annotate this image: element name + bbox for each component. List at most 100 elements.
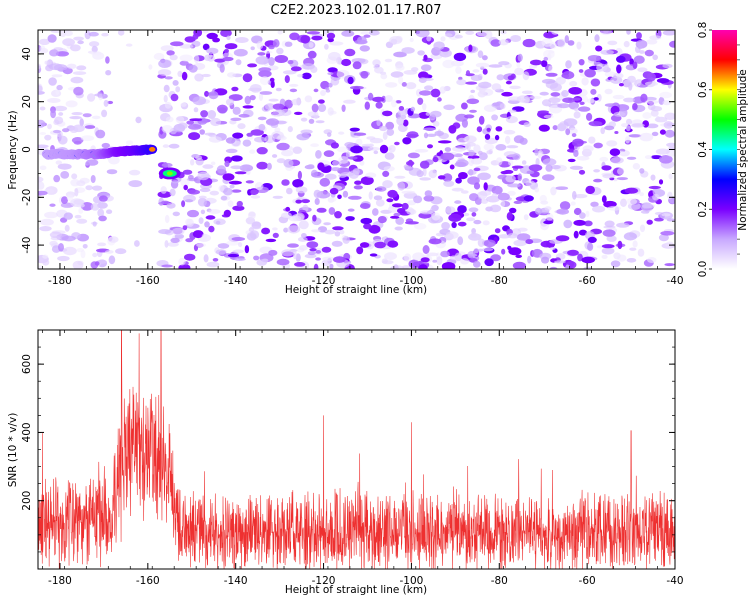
heatmap-cell — [51, 74, 63, 78]
heatmap-cell — [395, 64, 405, 71]
heatmap-cell — [272, 39, 280, 48]
heatmap-cell — [583, 266, 593, 269]
heatmap-cell — [242, 139, 252, 147]
heatmap-cell — [276, 142, 290, 151]
heatmap-cell — [234, 257, 246, 261]
heatmap-cell — [249, 230, 260, 240]
heatmap-cell — [668, 173, 673, 180]
heatmap-cell — [417, 97, 424, 106]
heatmap-cell — [223, 209, 232, 217]
heatmap-cell — [498, 39, 509, 46]
heatmap-cell — [342, 235, 350, 244]
heatmap-cell — [259, 91, 273, 95]
heatmap-cell — [363, 34, 371, 38]
heatmap-cell — [578, 69, 584, 73]
heatmap-cell — [379, 144, 389, 154]
heatmap-cell — [232, 132, 244, 139]
heatmap-cell — [193, 54, 200, 64]
heatmap-cell — [166, 50, 175, 56]
heatmap-cell — [475, 62, 490, 68]
heatmap-cell — [179, 44, 194, 49]
heatmap-cell — [573, 207, 582, 216]
heatmap-cell — [259, 76, 270, 86]
heatmap-cell — [287, 225, 301, 234]
heatmap-cell — [90, 175, 96, 183]
heatmap-cell — [577, 106, 591, 112]
heatmap-cell — [301, 72, 312, 80]
heatmap-cell — [656, 78, 670, 84]
heatmap-cell — [297, 170, 302, 180]
y-tick-label: 40 — [21, 47, 33, 60]
heatmap-cell — [477, 238, 485, 247]
heatmap-cell — [88, 41, 100, 47]
heatmap-cell — [105, 56, 110, 64]
heatmap-cell — [73, 140, 82, 145]
heatmap-cell — [445, 206, 456, 214]
heatmap-cell — [282, 70, 297, 75]
heatmap-cell — [398, 76, 404, 85]
heatmap-cell — [289, 32, 300, 41]
heatmap-cell — [74, 188, 79, 197]
heatmap-cell — [44, 211, 58, 219]
heatmap-cell — [483, 143, 495, 151]
heatmap-cell — [477, 172, 491, 181]
heatmap-cell — [214, 58, 226, 63]
heatmap-cell — [550, 165, 561, 170]
heatmap-cell — [311, 229, 321, 233]
heatmap-cell — [620, 198, 627, 207]
heatmap-x-ticks: -180 -160 -140 -120 -100 -80 -60 -40 — [42, 30, 684, 287]
heatmap-cell — [228, 180, 242, 185]
heatmap-cell — [192, 96, 207, 106]
heatmap-cell — [423, 132, 429, 139]
heatmap-cell — [555, 186, 569, 190]
heatmap-cell — [428, 114, 436, 121]
heatmap-panel: -180 -160 -140 -120 -100 -80 -60 -40 -40 -20 0 20 4… — [7, 29, 684, 296]
heatmap-cell — [667, 191, 673, 200]
heatmap-cell — [382, 180, 393, 189]
heatmap-cell — [230, 155, 243, 162]
x-tick-label: -40 — [666, 275, 683, 287]
heatmap-cell — [572, 138, 584, 147]
heatmap-cell — [543, 56, 549, 61]
x-tick-label: -140 — [224, 575, 248, 587]
heatmap-cell — [53, 174, 61, 183]
heatmap-cell — [108, 236, 119, 243]
heatmap-cell — [188, 132, 201, 141]
heatmap-cell — [339, 229, 345, 235]
heatmap-cell — [283, 158, 294, 168]
heatmap-cell — [101, 142, 111, 149]
heatmap-cell — [497, 192, 510, 201]
heatmap-cell — [235, 59, 242, 66]
heatmap-cell — [265, 238, 277, 243]
heatmap-cell — [646, 123, 659, 129]
heatmap-cell — [106, 169, 118, 175]
heatmap-cell — [360, 217, 373, 225]
heatmap-cell — [436, 256, 443, 265]
heatmap-cell — [473, 260, 481, 268]
heatmap-cell — [402, 137, 412, 145]
heatmap-cell — [44, 60, 49, 65]
heatmap-cell — [469, 193, 479, 202]
heatmap-cell — [71, 112, 83, 116]
heatmap-cell — [441, 222, 450, 230]
heatmap-cell — [313, 88, 319, 93]
heatmap-cell — [468, 207, 479, 213]
heatmap-cell — [118, 30, 125, 36]
heatmap-cell — [108, 255, 116, 265]
heatmap-cell — [637, 45, 643, 50]
heatmap-cell — [482, 220, 490, 226]
heatmap-cell — [565, 264, 571, 269]
heatmap-cell — [289, 88, 298, 93]
heatmap-cell — [279, 108, 292, 117]
heatmap-cell — [580, 95, 588, 104]
heatmap-cell — [541, 60, 548, 68]
heatmap-cell — [231, 189, 242, 193]
heatmap-cell — [642, 112, 652, 119]
heatmap-cell — [629, 247, 637, 251]
heatmap-cell — [188, 124, 202, 130]
heatmap-cell — [256, 259, 268, 266]
heatmap-cell — [422, 245, 430, 254]
heatmap-cell — [473, 144, 481, 154]
heatmap-cell — [45, 64, 54, 72]
heatmap-y-ticks: -40 -20 0 20 40 — [21, 29, 675, 270]
